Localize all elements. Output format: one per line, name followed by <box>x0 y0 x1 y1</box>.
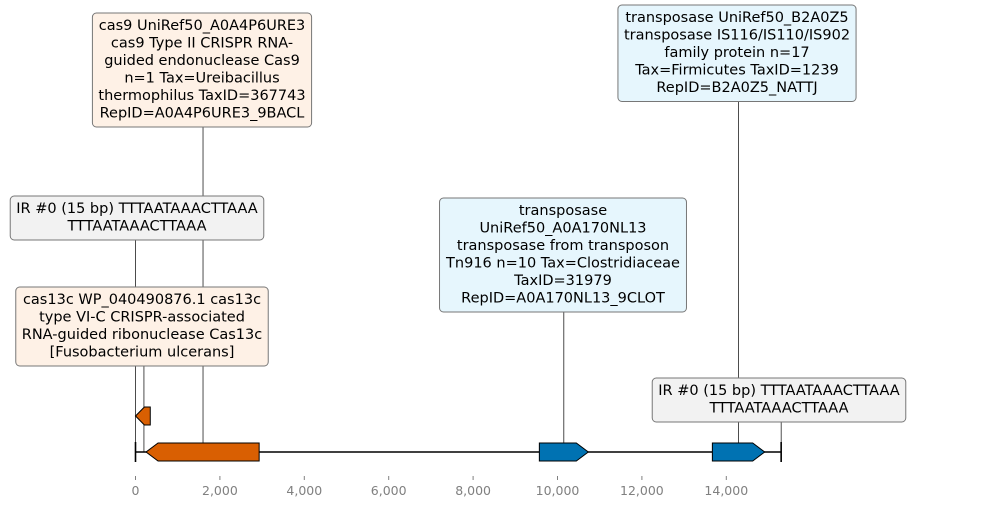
annotation-labels: cas9 UniRef50_A0A4P6URE3 cas9 Type II CRI… <box>9 4 907 423</box>
ir-left-label-line: IR #0 (15 bp) TTTAATAAACTTAAA <box>16 201 258 217</box>
cas13c-label: cas13c WP_040490876.1 cas13c type VI-C CR… <box>15 286 269 367</box>
ir-right-label-box <box>651 377 907 423</box>
feature-transposase-is116 <box>711 442 766 462</box>
cas9-label-box <box>91 12 313 128</box>
cas13c-label-line: type VI-C CRISPR-associated <box>39 310 245 326</box>
x-axis: 0 2,000 4,000 6,000 8,000 10,000 12,000 14,000 <box>132 476 748 498</box>
cas9-label-line: RepID=A0A4P6URE3_9BACL <box>100 106 305 122</box>
transposase-a0a170-label-line: Tn916 n=10 Tax=Clostridiaceae <box>445 256 680 272</box>
ir-right-label-line: TTTAATAAACTTAAA <box>708 401 848 417</box>
cas13c-label-line: RNA-guided ribonuclease Cas13c <box>22 327 262 343</box>
transposase-a0a170-label-line: transposase from transposon <box>457 238 669 254</box>
transposase-b2a0z5-label-line: Tax=Firmicutes TaxID=1239 <box>634 63 839 79</box>
transposase-a0a170-label-line: UniRef50_A0A170NL13 <box>479 221 646 237</box>
cas13c-label-line: [Fusobacterium ulcerans] <box>50 345 235 361</box>
feature-arrows <box>134 406 766 462</box>
feature-transposase-tn916 <box>538 442 590 462</box>
x-tick-label: 2,000 <box>202 483 238 498</box>
ir-left-label: IR #0 (15 bp) TTTAATAAACTTAAA TTTAATAAACT… <box>9 195 265 241</box>
transposase-b2a0z5-label-box <box>617 4 857 102</box>
cas13c-label-box <box>15 286 269 367</box>
transposase-a0a170-label-line: TaxID=31979 <box>513 273 612 289</box>
transposase-b2a0z5-label-line: family protein n=17 <box>664 45 809 61</box>
x-tick-label: 6,000 <box>371 483 407 498</box>
transposase-b2a0z5-label-line: transposase IS116/IS110/IS902 <box>624 28 850 44</box>
transposase-b2a0z5-label-line: transposase UniRef50_B2A0Z5 <box>625 10 848 26</box>
x-tick-label: 10,000 <box>536 483 580 498</box>
cas9-label-line: thermophilus TaxID=367743 <box>98 88 305 104</box>
cas9-label-line: guided endonuclease Cas9 <box>104 53 300 69</box>
x-tick-label: 12,000 <box>620 483 664 498</box>
transposase-a0a170-label-line: RepID=A0A170NL13_9CLOT <box>461 291 665 307</box>
transposase-a0a170-label: transposase UniRef50_A0A170NL13transposas… <box>439 197 687 313</box>
feature-cas13c <box>134 406 151 426</box>
ir-left-label-box <box>9 195 265 241</box>
cas9-label-line: cas9 Type II CRISPR RNA- <box>111 36 293 52</box>
x-tick-label: 14,000 <box>704 483 748 498</box>
ir-right-label-line: IR #0 (15 bp) TTTAATAAACTTAAA <box>658 383 900 399</box>
feature-cas9 <box>145 442 260 462</box>
cas9-label-line: n=1 Tax=Ureibacillus <box>124 71 279 87</box>
cas9-label-line: cas9 UniRef50_A0A4P6URE3 <box>99 18 306 34</box>
cas9-label: cas9 UniRef50_A0A4P6URE3 cas9 Type II CRI… <box>91 12 313 128</box>
transposase-a0a170-label-line: transposase <box>519 203 607 219</box>
cas13c-label-line: cas13c WP_040490876.1 cas13c <box>23 292 261 308</box>
ir-right-label: IR #0 (15 bp) TTTAATAAACTTAAA TTTAATAAACT… <box>651 377 907 423</box>
ir-left-label-line: TTTAATAAACTTAAA <box>66 219 206 235</box>
x-tick-label: 4,000 <box>286 483 322 498</box>
x-tick-label: 8,000 <box>455 483 491 498</box>
x-tick-label: 0 <box>132 483 140 498</box>
transposase-b2a0z5-label-line: RepID=B2A0Z5_NATTJ <box>656 80 817 96</box>
transposase-a0a170-label-box <box>439 197 687 313</box>
transposase-b2a0z5-label: transposase UniRef50_B2A0Z5 transposase I… <box>617 4 857 102</box>
